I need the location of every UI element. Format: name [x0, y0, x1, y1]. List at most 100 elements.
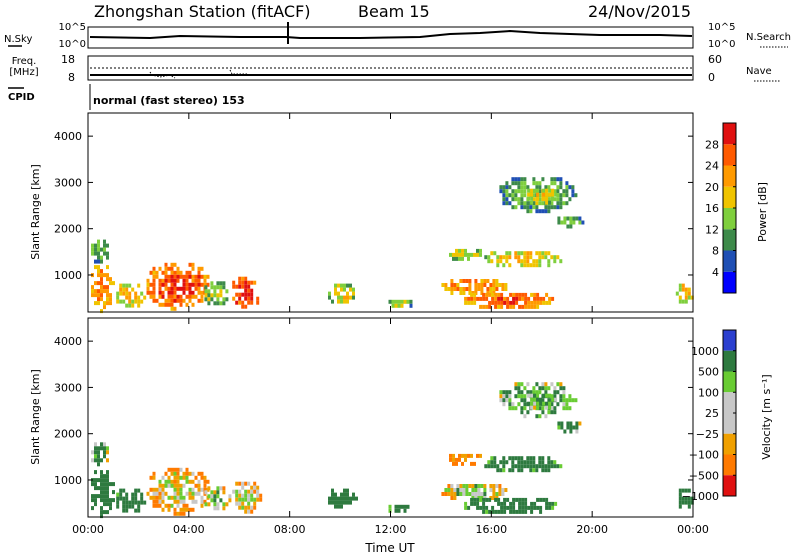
data-cell [506, 505, 510, 510]
data-cell [499, 460, 503, 465]
data-cell [541, 251, 545, 256]
data-cell [571, 398, 575, 403]
data-cell [461, 453, 464, 458]
data-cell [334, 287, 337, 292]
data-cell [185, 475, 189, 480]
data-cell [149, 487, 153, 492]
data-cell [253, 489, 257, 494]
data-cell [509, 300, 513, 305]
data-cell [97, 273, 100, 278]
data-cell [94, 281, 97, 286]
data-cell [232, 280, 236, 285]
data-cell [544, 468, 548, 473]
data-cell [529, 251, 533, 256]
data-cell [467, 256, 470, 261]
data-cell [574, 193, 578, 198]
data-cell [512, 497, 516, 502]
data-cell [241, 304, 245, 309]
data-cell [508, 263, 512, 268]
data-cell [545, 405, 549, 410]
data-cell [167, 302, 171, 307]
data-cell [100, 510, 103, 515]
velocity-colorbar-swatch [723, 330, 736, 351]
data-cell [194, 483, 198, 488]
data-cell [476, 248, 479, 253]
data-cell [467, 453, 470, 458]
data-cell [477, 492, 481, 496]
data-cell [158, 483, 162, 488]
data-cell [578, 421, 582, 426]
data-cell [452, 457, 455, 462]
data-cell [173, 294, 177, 299]
data-cell [206, 282, 210, 287]
data-cell [479, 296, 483, 301]
data-cell [569, 224, 573, 229]
data-cell [244, 505, 248, 510]
data-cell [222, 490, 226, 495]
data-cell [241, 497, 245, 502]
data-cell [188, 262, 192, 267]
data-cell [548, 200, 552, 205]
data-cell [158, 479, 162, 484]
data-cell [496, 468, 500, 473]
data-cell [477, 283, 481, 287]
data-cell [222, 297, 226, 302]
data-cell [91, 458, 94, 463]
data-cell [500, 300, 504, 305]
data-cell [210, 494, 214, 499]
data-cell [185, 294, 189, 299]
data-cell [526, 460, 530, 465]
data-cell [559, 464, 563, 469]
data-cell [394, 303, 398, 308]
data-cell [521, 509, 525, 514]
data-cell [450, 291, 454, 295]
data-cell [511, 205, 515, 210]
data-cell [532, 205, 536, 210]
data-cell [538, 251, 542, 256]
data-cell [547, 464, 551, 469]
data-cell [250, 300, 254, 305]
data-cell [122, 291, 126, 296]
data-cell [235, 501, 239, 506]
data-cell [194, 475, 198, 480]
data-cell [678, 504, 682, 509]
data-cell [556, 201, 560, 206]
data-cell [526, 263, 530, 268]
data-cell [491, 509, 495, 514]
data-cell [170, 471, 174, 476]
data-cell [485, 296, 489, 301]
data-cell [532, 386, 536, 391]
data-cell [541, 177, 545, 182]
data-cell [112, 498, 115, 503]
data-cell [176, 266, 180, 271]
data-cell [343, 496, 346, 501]
data-cell [541, 382, 545, 387]
data-cell [541, 209, 545, 214]
data-cell [524, 300, 528, 305]
data-cell [122, 299, 126, 304]
data-cell [550, 394, 554, 399]
data-cell [137, 488, 141, 493]
data-cell [497, 509, 501, 514]
data-cell [450, 492, 454, 496]
station-title: Zhongshan Station (fitACF) [94, 2, 311, 21]
data-cell [244, 481, 248, 486]
data-cell [512, 300, 516, 305]
data-cell [459, 287, 463, 291]
data-cell [512, 292, 516, 297]
data-cell [526, 251, 530, 256]
velocity-colorbar-tick-label: 100 [698, 386, 719, 399]
data-cell [556, 255, 560, 260]
data-cell [684, 496, 688, 501]
data-cell [502, 390, 506, 395]
data-cell [508, 185, 512, 190]
data-cell [194, 286, 198, 291]
data-cell [179, 298, 183, 303]
data-cell [544, 255, 548, 260]
data-cell [247, 284, 251, 289]
data-cell [538, 209, 542, 214]
data-cell [529, 460, 533, 465]
data-cell [106, 482, 109, 487]
data-cell [539, 505, 543, 510]
